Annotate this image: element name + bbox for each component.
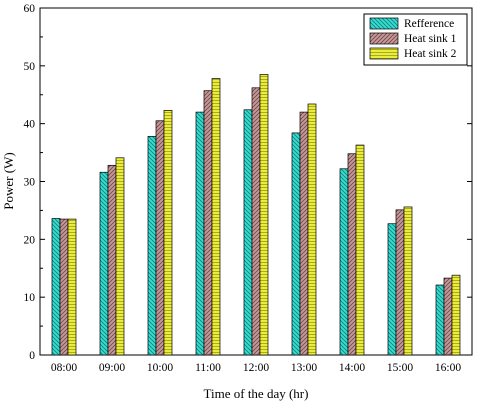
bar-refference <box>99 171 109 356</box>
bar-heat-sink-1 <box>107 164 117 356</box>
bar-heat-sink-2 <box>115 157 125 356</box>
bar-heat-sink-1 <box>395 209 405 356</box>
bar-heat-sink-2 <box>259 74 269 356</box>
y-tick-label: 0 <box>29 350 35 362</box>
bar-heat-sink-1 <box>299 111 309 356</box>
y-tick-label: 10 <box>24 292 36 304</box>
legend-swatch-heat-sink-1 <box>369 32 399 45</box>
x-axis: 08:00 09:00 10:00 11:00 12:00 13:00 14:00 15:00… <box>51 350 461 374</box>
bar-refference <box>195 111 205 356</box>
x-axis-label: Time of the day (hr) <box>204 386 309 401</box>
legend-label-heat-sink-1: Heat sink 1 <box>404 33 457 45</box>
x-tick-label: 12:00 <box>243 362 269 374</box>
x-tick-label: 08:00 <box>51 362 77 374</box>
x-tick-label: 13:00 <box>291 362 317 374</box>
bar-refference <box>387 223 397 356</box>
x-tick-label: 14:00 <box>339 362 365 374</box>
x-tick-label: 11:00 <box>195 362 221 374</box>
bar-refference <box>51 218 61 356</box>
bar-heat-sink-2 <box>355 144 365 356</box>
y-tick-label: 40 <box>24 119 36 131</box>
bar-heat-sink-2 <box>307 103 317 356</box>
bar-refference <box>339 168 349 356</box>
x-tick-label: 15:00 <box>387 362 413 374</box>
bar-heat-sink-2 <box>163 110 173 356</box>
bar-refference <box>435 284 445 356</box>
y-tick-label: 20 <box>24 234 36 246</box>
legend-swatch-refference <box>369 17 399 30</box>
bar-heat-sink-2 <box>403 206 413 356</box>
bar-heat-sink-1 <box>203 90 213 356</box>
x-tick-label: 16:00 <box>435 362 461 374</box>
x-tick-label: 10:00 <box>147 362 173 374</box>
legend-label-refference: Refference <box>404 18 454 30</box>
legend-label-heat-sink-2: Heat sink 2 <box>404 48 457 60</box>
bar-heat-sink-2 <box>211 78 221 356</box>
bar-heat-sink-1 <box>155 120 165 356</box>
bar-heat-sink-1 <box>251 87 261 356</box>
bar-heat-sink-2 <box>67 218 77 356</box>
bar-heat-sink-2 <box>451 274 461 356</box>
bar-heat-sink-1 <box>59 218 69 356</box>
bar-refference <box>243 109 253 356</box>
legend: Refference Heat sink 1 Heat sink 2 <box>363 13 468 66</box>
bar-refference <box>291 132 301 356</box>
y-tick-label: 60 <box>24 3 36 15</box>
y-tick-label: 50 <box>24 61 36 73</box>
y-axis-label: Power (W) <box>1 152 16 209</box>
y-axis: 0 10 20 30 40 50 60 <box>24 3 472 362</box>
bars <box>51 74 461 356</box>
bar-refference <box>147 136 157 356</box>
legend-swatch-heat-sink-2 <box>369 47 399 60</box>
bar-heat-sink-1 <box>443 277 453 356</box>
x-tick-label: 09:00 <box>99 362 125 374</box>
bar-heat-sink-1 <box>347 153 357 356</box>
y-tick-label: 30 <box>24 177 36 189</box>
